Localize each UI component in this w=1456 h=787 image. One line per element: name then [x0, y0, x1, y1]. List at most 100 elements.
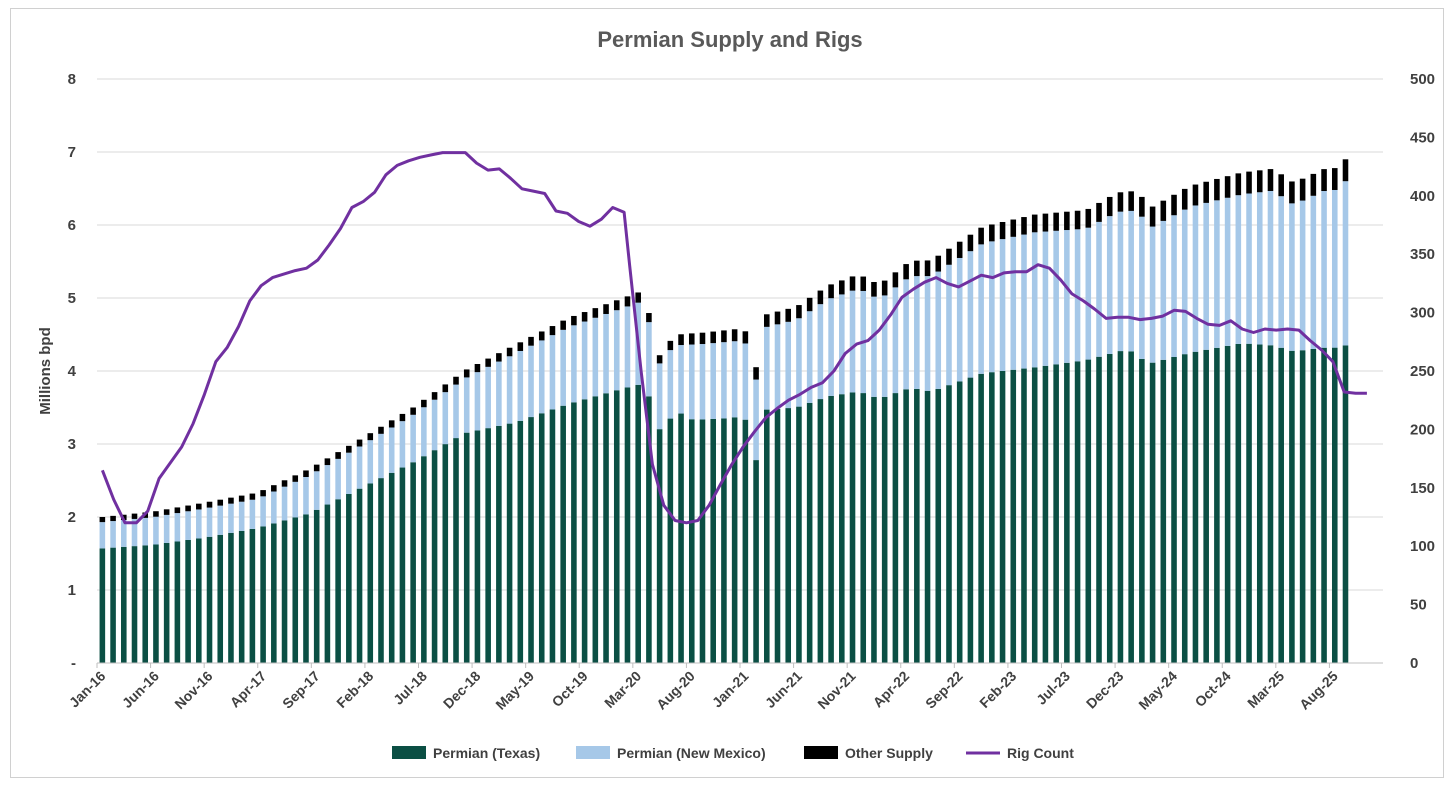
y-tick-label: 5	[68, 290, 76, 307]
bar-texas	[1128, 351, 1134, 663]
bar-other-supply	[496, 353, 502, 362]
bar-new-mexico	[1053, 230, 1059, 365]
bar-new-mexico	[453, 384, 459, 439]
bar-texas	[453, 438, 459, 663]
bar-other-supply	[1299, 178, 1306, 201]
bar-new-mexico	[388, 427, 395, 473]
x-tick-label: May-24	[1135, 668, 1180, 713]
bar-texas	[324, 504, 331, 663]
bar-new-mexico	[1214, 200, 1220, 348]
x-tick-label: Jun-16	[119, 668, 162, 711]
bar-other-supply	[388, 420, 395, 428]
y-tick-label: 6	[68, 217, 76, 234]
x-tick-label: Jul-18	[390, 668, 430, 708]
x-tick-label: Sep-17	[279, 668, 323, 712]
bar-other-supply	[206, 501, 213, 508]
bar-other-supply	[978, 227, 984, 245]
bar-new-mexico	[174, 513, 181, 542]
bar-new-mexico	[496, 361, 502, 426]
bar-texas	[881, 396, 888, 663]
bar-other-supply	[1310, 173, 1317, 196]
bar-texas	[474, 430, 481, 663]
bar-other-supply	[881, 280, 888, 296]
bar-other-supply	[592, 308, 599, 318]
bar-other-supply	[635, 292, 641, 303]
bar-other-supply	[935, 255, 942, 272]
bar-texas	[185, 539, 191, 663]
x-tick-label: Nov-16	[171, 668, 215, 712]
bar-new-mexico	[228, 503, 234, 533]
legend-label-other: Other Supply	[845, 745, 933, 761]
bar-other-supply	[1224, 176, 1231, 198]
bar-new-mexico	[163, 514, 170, 543]
bar-other-supply	[1042, 213, 1049, 232]
bar-new-mexico	[517, 350, 524, 421]
y-tick-label: 7	[68, 144, 76, 161]
bar-other-supply	[892, 272, 899, 288]
bar-other-supply	[914, 260, 920, 277]
bar-new-mexico	[839, 294, 845, 395]
bar-other-supply	[1289, 181, 1295, 204]
bar-texas	[603, 393, 609, 663]
bar-texas	[924, 390, 931, 663]
bar-new-mexico	[1160, 220, 1167, 360]
bar-new-mexico	[421, 407, 427, 457]
bar-new-mexico	[892, 287, 899, 394]
x-tick-label: Jul-23	[1033, 668, 1073, 708]
bar-other-supply	[1031, 214, 1038, 233]
bar-texas	[1106, 353, 1113, 663]
bar-new-mexico	[774, 324, 781, 409]
bar-other-supply	[1267, 169, 1274, 191]
x-tick-label: Dec-18	[440, 668, 484, 712]
bar-new-mexico	[410, 414, 416, 463]
bar-texas	[1321, 347, 1327, 663]
bar-texas	[356, 488, 363, 663]
bar-new-mexico	[828, 298, 834, 396]
bar-texas	[1192, 351, 1199, 663]
y-tick-label: 1	[68, 582, 76, 599]
x-tick-label: Apr-17	[227, 668, 270, 711]
bar-new-mexico	[613, 310, 620, 391]
bar-new-mexico	[1224, 197, 1231, 346]
bar-texas	[1224, 345, 1231, 663]
bar-other-supply	[1235, 173, 1242, 196]
bar-texas	[335, 499, 341, 663]
bar-new-mexico	[549, 335, 556, 410]
bar-other-supply	[678, 334, 684, 346]
bar-other-supply	[710, 331, 716, 344]
bar-texas	[388, 472, 395, 663]
bar-texas	[946, 385, 952, 663]
bar-other-supply	[217, 499, 224, 506]
gridlines	[97, 78, 1383, 664]
bar-texas	[1203, 349, 1209, 663]
bar-texas	[699, 419, 706, 663]
bar-texas	[806, 402, 813, 663]
bar-other-supply	[1331, 168, 1338, 190]
bar-other-supply	[989, 224, 995, 242]
bar-new-mexico	[1149, 226, 1156, 363]
x-tick-label: Aug-25	[1296, 668, 1341, 713]
bar-new-mexico	[1289, 203, 1295, 351]
bar-new-mexico	[1010, 236, 1017, 370]
bar-texas	[431, 450, 438, 663]
bar-texas	[1042, 365, 1049, 663]
bar-new-mexico	[699, 344, 706, 420]
bar-texas	[517, 420, 524, 663]
y2-tick-label: 500	[1410, 71, 1435, 88]
bar-new-mexico	[806, 311, 813, 403]
bar-texas	[871, 396, 877, 663]
bar-texas	[131, 546, 138, 663]
bar-new-mexico	[346, 452, 352, 494]
bar-new-mexico	[560, 329, 566, 406]
bar-other-supply	[1149, 206, 1156, 227]
bar-new-mexico	[1021, 234, 1027, 369]
bar-other-supply	[1053, 212, 1059, 231]
bar-other-supply	[238, 495, 245, 502]
bar-other-supply	[528, 336, 534, 346]
bar-other-supply	[485, 358, 491, 367]
bar-texas	[528, 417, 534, 663]
x-tick-label: Oct-19	[549, 668, 591, 710]
y-tick-label: 2	[68, 509, 76, 526]
bar-texas	[999, 370, 1006, 663]
bar-other-supply	[860, 276, 867, 291]
